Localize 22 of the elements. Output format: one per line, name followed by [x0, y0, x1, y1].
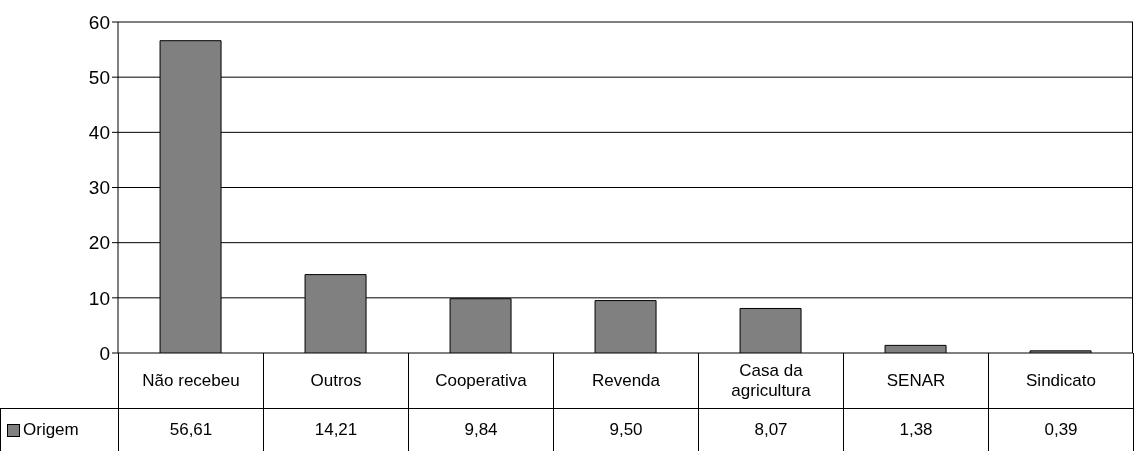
- data-label: 9,84: [408, 408, 554, 451]
- y-tick-label: 0: [99, 342, 110, 364]
- data-label: 56,61: [118, 408, 264, 451]
- y-tick-label: 30: [88, 177, 110, 199]
- x-tick-label: Cooperativa: [408, 353, 554, 409]
- x-tick-label: Outros: [263, 353, 409, 409]
- data-label: 0,39: [988, 408, 1134, 451]
- x-tick-label: Revenda: [553, 353, 699, 409]
- y-tick-label: 10: [88, 287, 110, 309]
- y-tick-label: 20: [88, 232, 110, 254]
- x-tick-label: Não recebeu: [118, 353, 264, 409]
- data-label: 9,50: [553, 408, 699, 451]
- y-tick-label: 40: [88, 122, 110, 144]
- data-label: 8,07: [698, 408, 844, 451]
- data-label: 14,21: [263, 408, 409, 451]
- x-tick-label: Sindicato: [988, 353, 1134, 409]
- x-tick-label: Casa da agricultura: [698, 353, 844, 409]
- data-label: 1,38: [843, 408, 989, 451]
- y-tick-label: 50: [88, 66, 110, 88]
- y-tick-label: 60: [88, 11, 110, 33]
- legend-label: Origem: [23, 420, 79, 440]
- x-tick-label: SENAR: [843, 353, 989, 409]
